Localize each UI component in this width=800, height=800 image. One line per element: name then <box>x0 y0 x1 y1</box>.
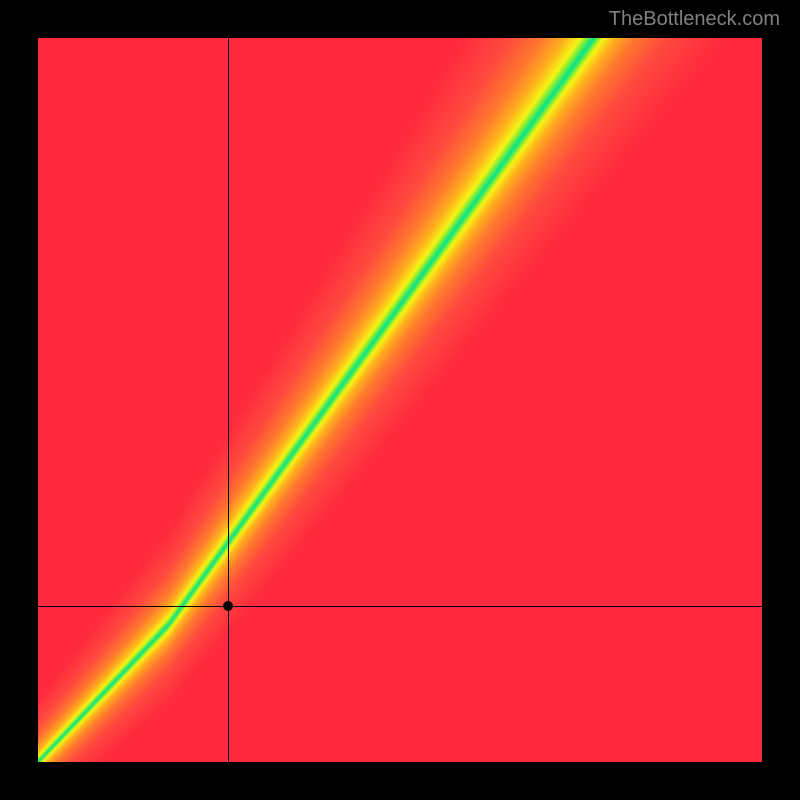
crosshair-vertical <box>228 38 229 762</box>
crosshair-horizontal <box>38 606 762 607</box>
watermark-text: TheBottleneck.com <box>609 8 780 31</box>
crosshair-marker <box>223 601 233 611</box>
heatmap-canvas <box>38 38 762 762</box>
plot-area <box>38 38 762 762</box>
